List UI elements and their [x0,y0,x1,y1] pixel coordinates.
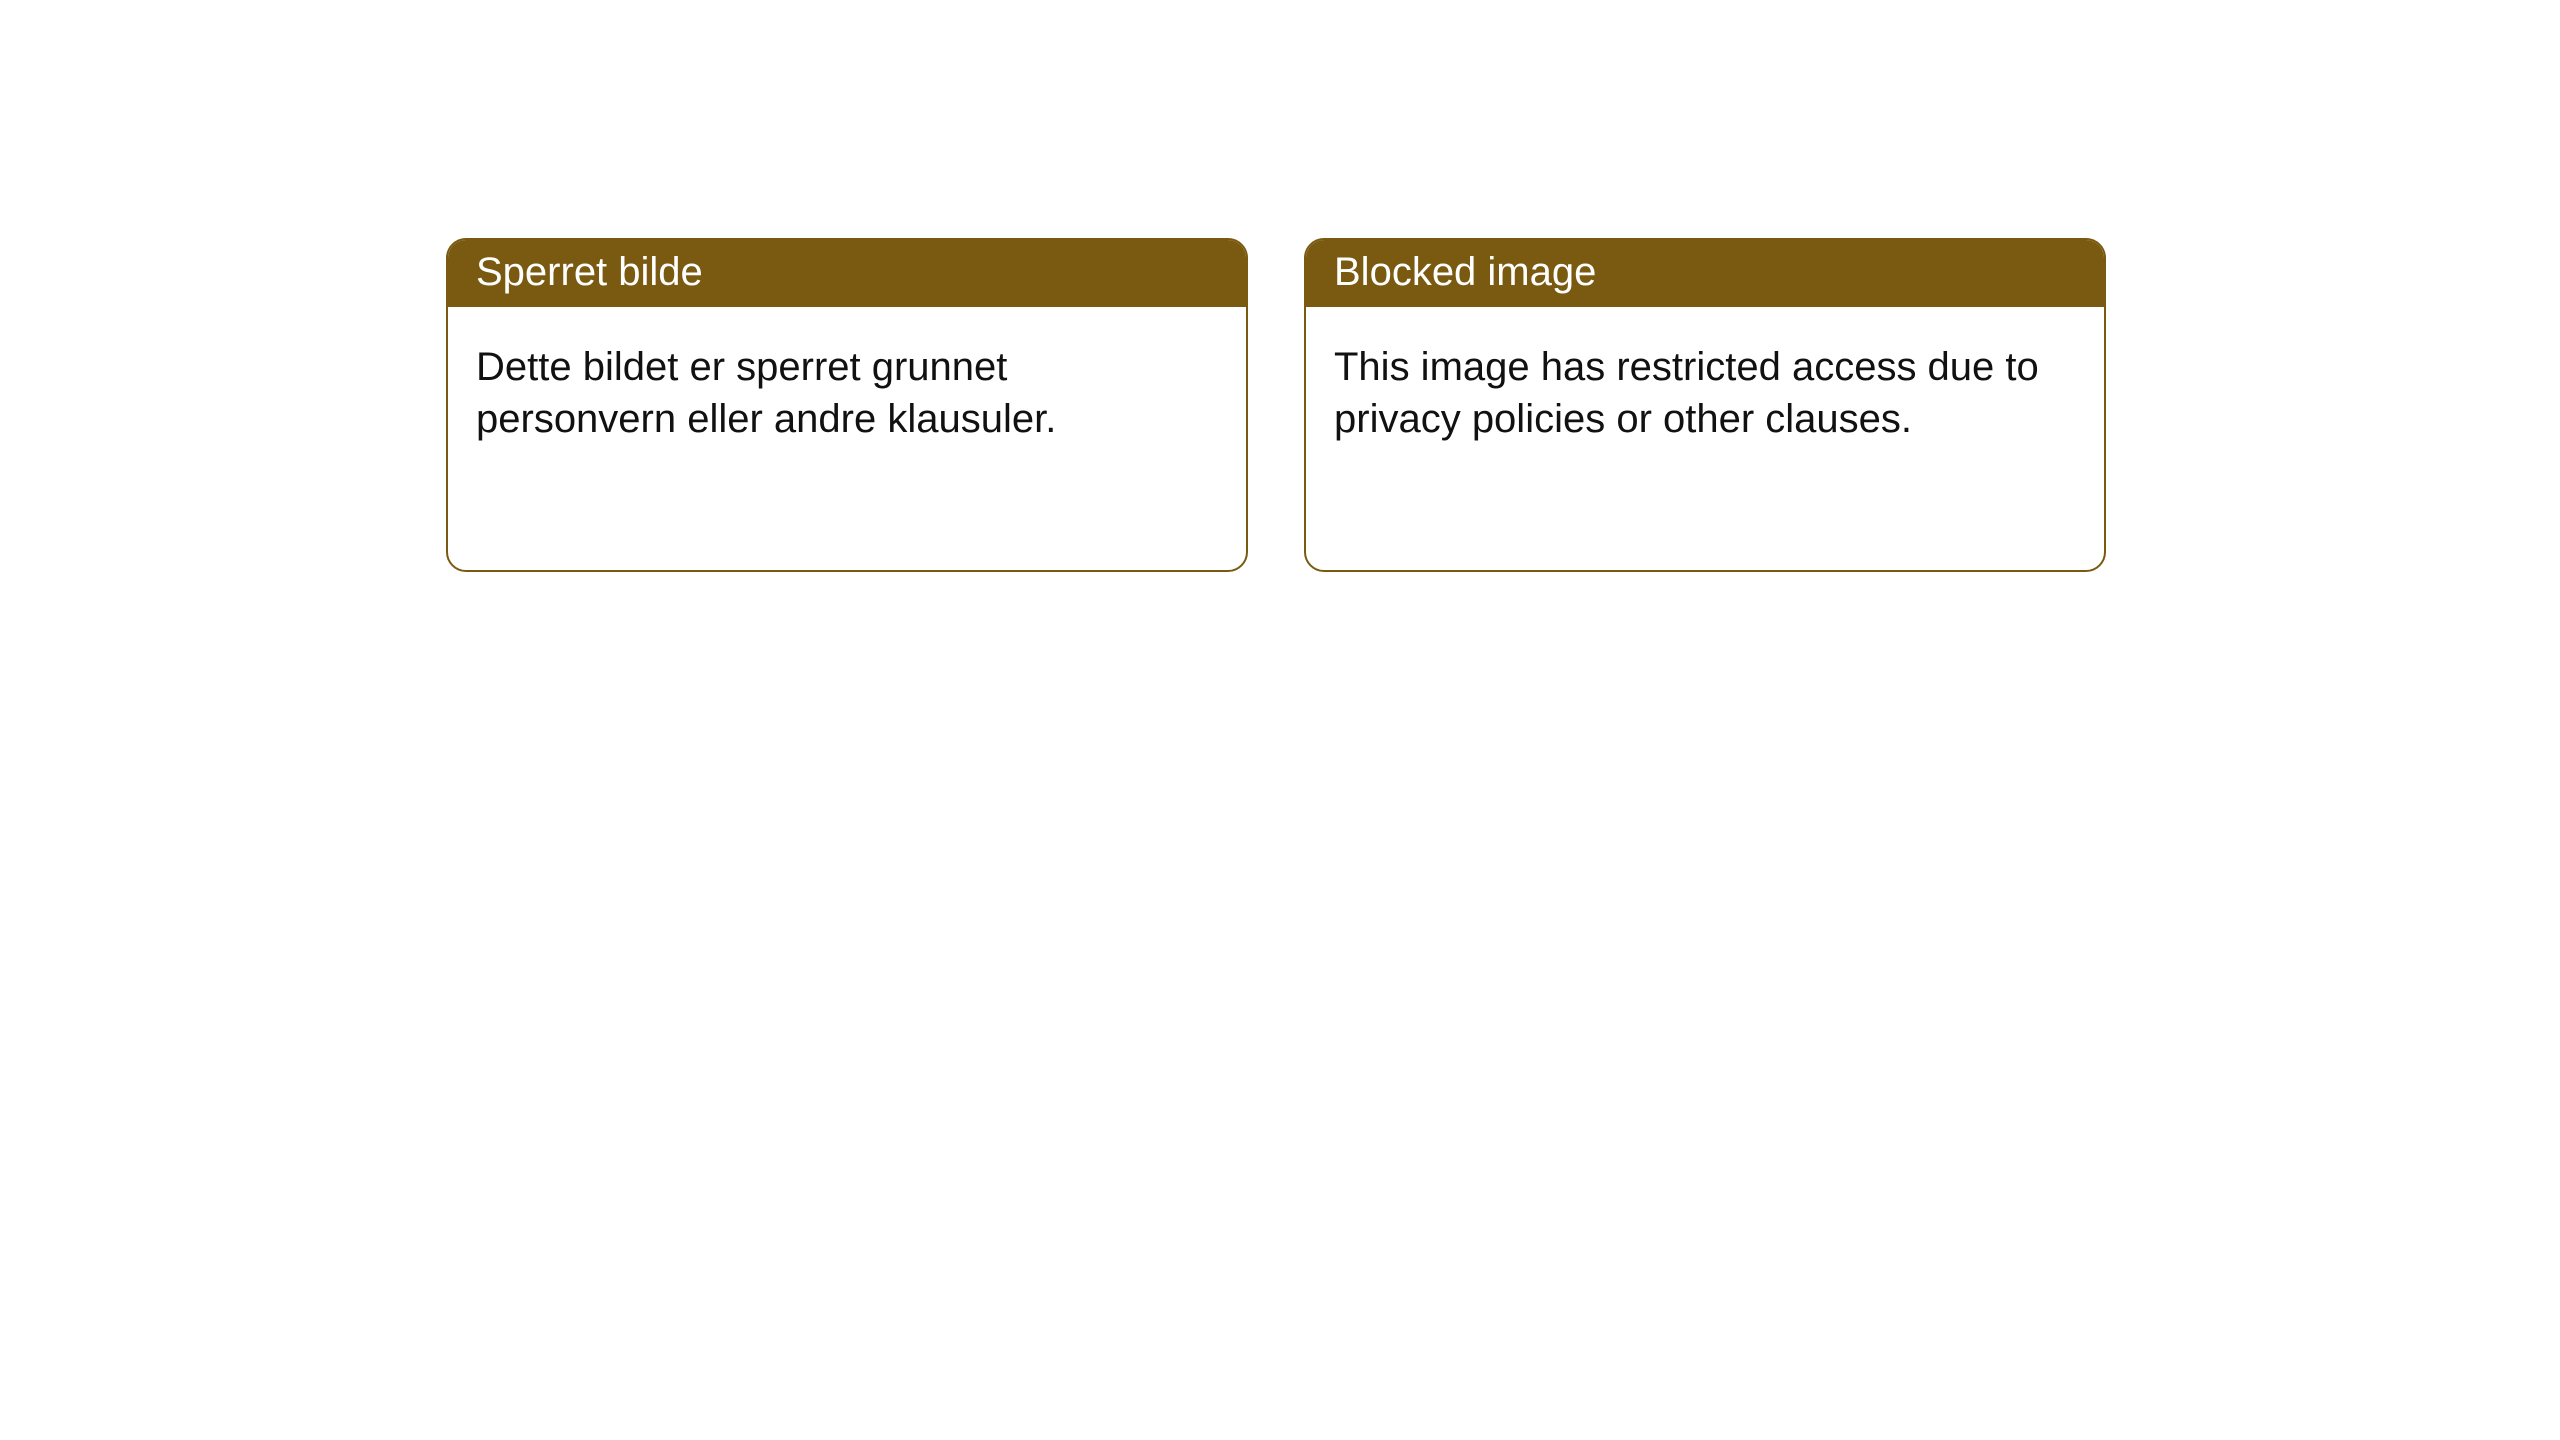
notice-body-norwegian: Dette bildet er sperret grunnet personve… [448,307,1246,473]
notice-title-english: Blocked image [1306,240,2104,307]
notice-container: Sperret bilde Dette bildet er sperret gr… [0,0,2560,572]
notice-title-norwegian: Sperret bilde [448,240,1246,307]
notice-card-english: Blocked image This image has restricted … [1304,238,2106,572]
notice-body-english: This image has restricted access due to … [1306,307,2104,473]
notice-card-norwegian: Sperret bilde Dette bildet er sperret gr… [446,238,1248,572]
